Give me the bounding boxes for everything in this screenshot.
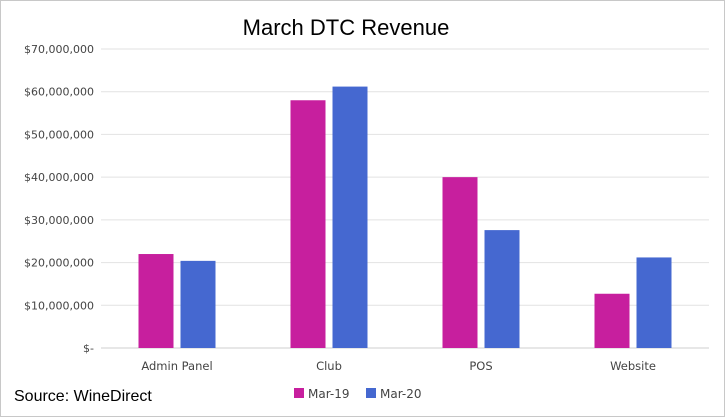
source-note: Source: WineDirect <box>14 388 152 405</box>
bar-pos-mar-19 <box>442 177 478 348</box>
bar-website-mar-19 <box>594 293 630 348</box>
y-tick-label: $- <box>83 342 94 355</box>
legend-label: Mar-19 <box>308 387 349 401</box>
y-tick-label: $10,000,000 <box>24 299 94 312</box>
bar-admin-panel-mar-19 <box>138 254 174 348</box>
y-tick-label: $30,000,000 <box>24 214 94 227</box>
x-axis: Admin Panel Club POS Website <box>141 359 656 373</box>
legend-label: Mar-20 <box>380 387 421 401</box>
legend-swatch <box>294 388 304 398</box>
y-tick-label: $50,000,000 <box>24 128 94 141</box>
y-tick-label: $40,000,000 <box>24 171 94 184</box>
x-tick-label: Website <box>610 359 656 373</box>
chart-title: March DTC Revenue <box>243 15 450 40</box>
bar-club-mar-20 <box>332 86 368 349</box>
y-tick-label: $70,000,000 <box>24 43 94 56</box>
bar-website-mar-20 <box>636 257 672 348</box>
y-axis: $- $10,000,000 $20,000,000 $30,000,000 $40,0… <box>24 43 94 355</box>
y-tick-label: $60,000,000 <box>24 86 94 99</box>
x-tick-label: POS <box>469 359 492 373</box>
bar-club-mar-19 <box>290 100 326 348</box>
bar-admin-panel-mar-20 <box>180 260 216 348</box>
bar-pos-mar-20 <box>484 230 520 348</box>
legend-swatch <box>366 388 376 398</box>
x-tick-label: Admin Panel <box>141 359 212 373</box>
x-tick-label: Club <box>316 359 342 373</box>
legend: Mar-19 Mar-20 <box>294 387 421 401</box>
y-tick-label: $20,000,000 <box>24 257 94 270</box>
bars <box>138 86 672 349</box>
